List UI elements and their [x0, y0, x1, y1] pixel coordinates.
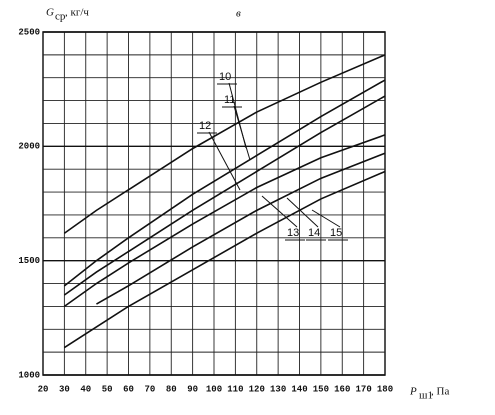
y-label-symbol: G [46, 7, 54, 19]
y-tick-label: 2000 [18, 142, 40, 152]
x-tick-label: 110 [227, 384, 243, 394]
data-line [63, 95, 386, 296]
x-tick-label: 90 [187, 384, 198, 394]
x-tick-label: 180 [377, 384, 393, 394]
x-label-symbol: P [409, 386, 417, 398]
x-tick-label: 50 [102, 384, 113, 394]
series-label: 12 [199, 120, 211, 132]
x-tick-label: 70 [144, 384, 155, 394]
data-line [63, 170, 386, 349]
x-tick-label: 130 [270, 384, 286, 394]
x-tick-label: 100 [206, 384, 222, 394]
y-tick-label: 2500 [18, 27, 40, 37]
x-tick-label: 60 [123, 384, 134, 394]
leader-line [311, 209, 341, 228]
chart-title: в [236, 8, 241, 20]
x-tick-label: 120 [249, 384, 265, 394]
series-label: 11 [224, 94, 235, 106]
y-tick-label: 1500 [18, 256, 40, 266]
leader-line [286, 197, 319, 228]
x-tick-label: 150 [313, 384, 329, 394]
data-line [63, 54, 386, 234]
x-label-subscript: ш1 [419, 390, 433, 402]
y-tick-label: 1000 [18, 370, 40, 380]
data-line [63, 134, 386, 308]
leader-line [233, 105, 251, 161]
series-label: 15 [330, 227, 342, 239]
x-tick-label: 170 [356, 384, 372, 394]
series-label: 13 [287, 227, 299, 239]
x-tick-label: 30 [59, 384, 70, 394]
x-label-unit: , Па [431, 386, 449, 398]
series-label: 14 [308, 227, 320, 239]
x-tick-label: 20 [38, 384, 49, 394]
x-tick-label: 80 [166, 384, 177, 394]
y-label-subscript: ср [55, 11, 66, 23]
y-label-unit: , кг/ч [65, 7, 89, 19]
data-line [96, 152, 386, 305]
x-tick-label: 40 [80, 384, 91, 394]
leader-line [208, 131, 241, 191]
x-tick-label: 140 [291, 384, 307, 394]
series-label: 10 [219, 71, 231, 83]
data-line [63, 79, 386, 287]
leader-line [261, 195, 298, 228]
x-tick-label: 160 [334, 384, 350, 394]
